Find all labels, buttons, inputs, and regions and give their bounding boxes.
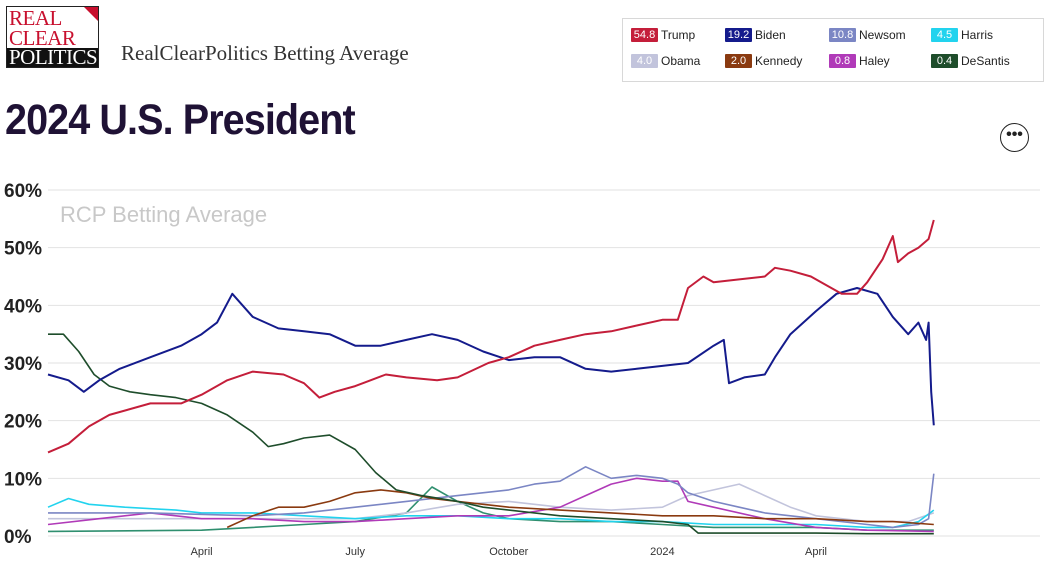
legend-label-harris: Harris — [961, 28, 993, 42]
legend-label-trump: Trump — [661, 28, 696, 42]
y-tick-label: 20% — [4, 412, 42, 433]
y-tick-label: 50% — [4, 239, 42, 260]
legend-value-kennedy: 2.0 — [725, 54, 752, 68]
series-line-harris[interactable] — [47, 497, 935, 529]
legend-value-biden: 19.2 — [725, 28, 752, 42]
series-line-trump[interactable] — [47, 219, 935, 454]
legend-item-harris[interactable]: 4.5 Harris — [931, 28, 993, 42]
x-tick-label: July — [345, 546, 365, 558]
y-axis: 0% 10% 20% 30% 40% 50% 60% — [4, 181, 42, 548]
legend-item-kennedy[interactable]: 2.0 Kennedy — [725, 54, 802, 68]
rcp-logo[interactable]: REAL CLEAR POLITICS — [6, 6, 99, 68]
legend-value-harris: 4.5 — [931, 28, 958, 42]
series-line-haley[interactable] — [47, 477, 934, 533]
legend-item-biden[interactable]: 19.2 Biden — [725, 28, 786, 42]
x-tick-label: October — [489, 546, 528, 558]
legend-label-biden: Biden — [755, 28, 786, 42]
chart-grid — [48, 189, 1040, 537]
chart-legend: 54.8 Trump 19.2 Biden 10.8 Newsom 4.5 Ha… — [622, 18, 1044, 82]
x-tick-label: April — [191, 546, 213, 558]
logo-line-3: POLITICS — [7, 47, 98, 67]
legend-label-haley: Haley — [859, 54, 890, 68]
x-axis: April July October 2024 April — [191, 546, 827, 558]
chart-series — [47, 219, 935, 535]
chart-watermark: RCP Betting Average — [60, 202, 267, 227]
legend-item-desantis[interactable]: 0.4 DeSantis — [931, 54, 1010, 68]
legend-value-newsom: 10.8 — [829, 28, 856, 42]
brand-title: RealClearPolitics Betting Average — [121, 41, 409, 65]
y-tick-label: 40% — [4, 296, 42, 317]
logo-line-1: REAL — [9, 6, 62, 30]
y-tick-label: 30% — [4, 354, 42, 375]
y-tick-label: 0% — [4, 527, 32, 548]
more-options-icon: ••• — [1006, 126, 1023, 143]
series-line-desantis[interactable] — [48, 333, 934, 535]
x-tick-label: April — [805, 546, 827, 558]
legend-label-newsom: Newsom — [859, 28, 906, 42]
y-tick-label: 10% — [4, 469, 42, 490]
legend-item-obama[interactable]: 4.0 Obama — [631, 54, 700, 68]
legend-item-newsom[interactable]: 10.8 Newsom — [829, 28, 906, 42]
legend-value-desantis: 0.4 — [931, 54, 958, 68]
legend-value-trump: 54.8 — [631, 28, 658, 42]
more-options-button[interactable]: ••• — [1000, 123, 1029, 152]
series-line-biden[interactable] — [47, 287, 935, 426]
legend-label-kennedy: Kennedy — [755, 54, 803, 68]
legend-item-trump[interactable]: 54.8 Trump — [631, 28, 695, 42]
legend-value-haley: 0.8 — [829, 54, 856, 68]
series-line-newsom[interactable] — [48, 466, 935, 529]
legend-label-obama: Obama — [661, 54, 701, 68]
logo-line-2: CLEAR — [9, 26, 76, 50]
page-title: 2024 U.S. President — [5, 96, 356, 144]
logo-corner-mark — [83, 7, 98, 22]
legend-value-obama: 4.0 — [631, 54, 658, 68]
y-tick-label: 60% — [4, 181, 42, 202]
x-tick-label: 2024 — [650, 546, 674, 558]
legend-item-haley[interactable]: 0.8 Haley — [829, 54, 890, 68]
series-line-kennedy[interactable] — [226, 489, 934, 529]
legend-label-desantis: DeSantis — [961, 54, 1010, 68]
